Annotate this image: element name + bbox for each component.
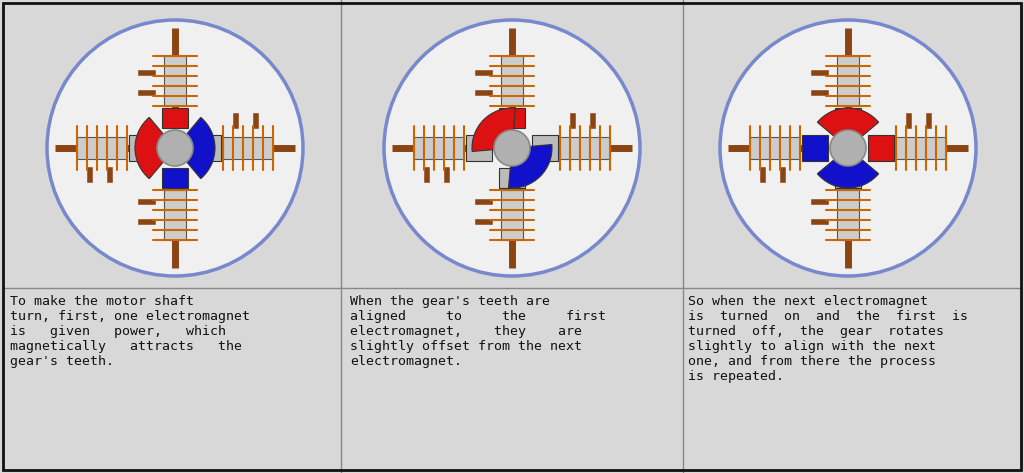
Bar xyxy=(896,137,946,159)
Bar xyxy=(164,190,186,240)
Bar xyxy=(837,56,859,106)
Wedge shape xyxy=(135,117,175,179)
Bar xyxy=(750,137,800,159)
Bar xyxy=(223,137,273,159)
Bar xyxy=(164,56,186,106)
Bar xyxy=(499,168,525,188)
Bar xyxy=(77,137,127,159)
Wedge shape xyxy=(509,145,552,188)
Circle shape xyxy=(47,20,303,276)
Bar xyxy=(802,135,828,161)
Bar xyxy=(560,137,610,159)
Circle shape xyxy=(384,20,640,276)
Circle shape xyxy=(494,130,530,166)
Text: So when the next electromagnet
is  turned  on  and  the  first  is
turned  off, : So when the next electromagnet is turned… xyxy=(688,295,968,383)
Wedge shape xyxy=(817,108,879,148)
Bar xyxy=(868,135,894,161)
Bar xyxy=(532,135,558,161)
Bar xyxy=(835,168,861,188)
Bar xyxy=(414,137,464,159)
Bar xyxy=(129,135,155,161)
Bar xyxy=(162,108,188,128)
Bar xyxy=(835,108,861,128)
Text: To make the motor shaft
turn, first, one electromagnet
is   given   power,   whi: To make the motor shaft turn, first, one… xyxy=(10,295,250,368)
Wedge shape xyxy=(175,117,215,179)
Text: When the gear's teeth are
aligned     to     the     first
electromagnet,    the: When the gear's teeth are aligned to the… xyxy=(350,295,606,368)
Bar xyxy=(466,135,492,161)
Bar xyxy=(195,135,221,161)
Bar xyxy=(501,56,523,106)
Circle shape xyxy=(157,130,193,166)
Wedge shape xyxy=(817,148,879,188)
Circle shape xyxy=(720,20,976,276)
Wedge shape xyxy=(472,108,515,151)
Circle shape xyxy=(830,130,866,166)
Bar xyxy=(837,190,859,240)
Bar xyxy=(501,190,523,240)
Bar xyxy=(162,168,188,188)
Bar xyxy=(499,108,525,128)
